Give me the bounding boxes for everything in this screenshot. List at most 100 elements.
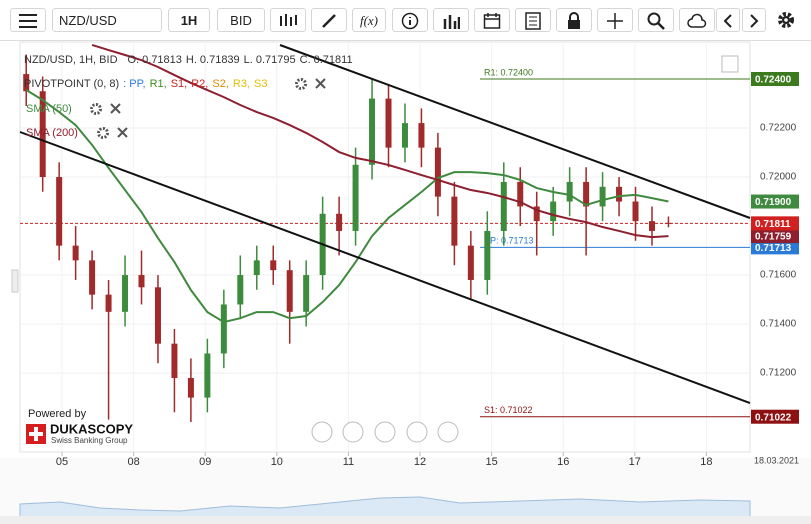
level-label: R1: 0.72400 bbox=[484, 67, 533, 77]
menu-icon bbox=[19, 14, 37, 28]
candle-body bbox=[566, 181, 573, 202]
ohlc-value: 0.71795 bbox=[256, 54, 296, 66]
indicators-button[interactable]: f(x) bbox=[352, 8, 386, 32]
candle-body bbox=[401, 123, 408, 148]
date-label: 18.03.2021 bbox=[754, 455, 799, 465]
ohlc-label: O. bbox=[128, 54, 140, 66]
x-tick-label: 12 bbox=[414, 456, 426, 468]
candle-body bbox=[72, 245, 79, 261]
legend-controls bbox=[90, 78, 326, 139]
candle-body bbox=[583, 181, 590, 207]
pivot-component: S3 bbox=[254, 78, 267, 90]
icon bbox=[443, 15, 461, 29]
candle-body bbox=[533, 206, 540, 222]
draw-button[interactable] bbox=[311, 8, 347, 32]
level-label: PP: 0.71713 bbox=[484, 236, 534, 246]
x-tick-label: 15 bbox=[485, 456, 497, 468]
nav-left[interactable] bbox=[311, 421, 333, 443]
forward-button[interactable] bbox=[742, 8, 766, 32]
close-icon[interactable] bbox=[117, 127, 128, 138]
pivot-component: S1, bbox=[171, 78, 188, 90]
candle-body bbox=[616, 186, 623, 202]
candle-body bbox=[138, 275, 145, 288]
candle-body bbox=[467, 245, 474, 280]
report-button[interactable] bbox=[515, 8, 551, 32]
y-tick-label: 0.71200 bbox=[760, 368, 797, 379]
menu-button[interactable] bbox=[10, 8, 46, 32]
ohlc-header: NZD/USD, 1H, BID O. 0.71813 H. 0.71839 L. 0.71… bbox=[24, 54, 353, 66]
icon bbox=[483, 13, 501, 29]
x-tick-label: 05 bbox=[56, 456, 68, 468]
icon bbox=[687, 13, 707, 28]
nav-zoom-in[interactable] bbox=[406, 421, 428, 443]
scrollbar[interactable] bbox=[0, 516, 811, 524]
price-tag-label: 0.71900 bbox=[755, 197, 792, 208]
side-handle[interactable] bbox=[11, 269, 19, 293]
x-tick-label: 18 bbox=[700, 456, 712, 468]
crosshair-button[interactable] bbox=[597, 8, 633, 32]
pivot-component: R3, bbox=[233, 78, 250, 90]
close-icon[interactable] bbox=[315, 78, 326, 89]
trend-line[interactable] bbox=[279, 44, 751, 219]
maximize-icon[interactable] bbox=[721, 55, 739, 73]
nav-buttons bbox=[311, 421, 459, 443]
sma-line bbox=[25, 89, 669, 324]
price-tag-label: 0.71022 bbox=[755, 412, 792, 423]
pivot-label: PIVOTPOINT (0, 8) bbox=[24, 78, 119, 90]
candle-body bbox=[648, 221, 655, 231]
chart: R1: 0.72400 0.72400 PP: 0.71713 0.71713 S1: … bbox=[0, 41, 811, 524]
candle-body bbox=[253, 260, 260, 276]
period-select[interactable]: 1H bbox=[168, 8, 210, 32]
nav-zoom-out[interactable] bbox=[342, 421, 364, 443]
back-button[interactable] bbox=[716, 8, 740, 32]
y-tick-label: 0.72000 bbox=[760, 172, 797, 183]
gear-icon[interactable] bbox=[90, 103, 102, 115]
chart-type-button[interactable] bbox=[270, 8, 306, 32]
icon bbox=[778, 12, 794, 28]
candle-body bbox=[517, 181, 524, 207]
brand-sub: Swiss Banking Group bbox=[51, 436, 128, 445]
x-tick-label: 16 bbox=[557, 456, 569, 468]
gear-icon[interactable] bbox=[97, 127, 109, 139]
ohlc-label: C. bbox=[300, 54, 311, 66]
cloud-button[interactable] bbox=[679, 8, 715, 32]
y-tick-label: 0.72200 bbox=[760, 123, 797, 134]
volume-button[interactable] bbox=[433, 8, 469, 32]
y-tick-label: 0.71400 bbox=[760, 319, 797, 330]
candle-body bbox=[632, 201, 639, 222]
price-tag bbox=[751, 72, 799, 87]
icon bbox=[723, 14, 732, 28]
y-tick-label: 0.71600 bbox=[760, 270, 797, 281]
sma-line bbox=[91, 43, 669, 239]
candle-body bbox=[484, 230, 491, 280]
price-tag-label: 0.72400 bbox=[755, 75, 792, 86]
nav-reset[interactable] bbox=[374, 421, 396, 443]
price-tag bbox=[751, 194, 799, 209]
candle-body bbox=[154, 287, 161, 344]
candle-body bbox=[270, 260, 277, 271]
powered-by: Powered by bbox=[28, 408, 87, 420]
lock-button[interactable] bbox=[556, 8, 592, 32]
x-tick-label: 11 bbox=[343, 456, 354, 468]
candle-body bbox=[599, 186, 606, 207]
calendar-button[interactable] bbox=[474, 8, 510, 32]
info-button[interactable] bbox=[392, 8, 428, 32]
sma-legend: SMA (200) bbox=[26, 127, 78, 139]
zoom-button[interactable] bbox=[638, 8, 674, 32]
side-select[interactable]: BID bbox=[217, 8, 265, 32]
symbol-select[interactable]: NZD/USD bbox=[52, 8, 162, 32]
icon bbox=[647, 12, 665, 30]
candle-body bbox=[550, 201, 557, 222]
pivot-component: R1, bbox=[150, 78, 167, 90]
nav-right[interactable] bbox=[437, 421, 459, 443]
close-icon[interactable] bbox=[110, 103, 121, 114]
candle-body bbox=[122, 275, 129, 312]
trend-line[interactable] bbox=[19, 131, 751, 404]
candle-body bbox=[89, 260, 96, 295]
ohlc-label: H. bbox=[186, 54, 197, 66]
settings-button[interactable] bbox=[772, 8, 800, 32]
candle-body bbox=[220, 304, 227, 354]
gear-icon[interactable] bbox=[295, 78, 307, 90]
icon bbox=[568, 12, 580, 29]
